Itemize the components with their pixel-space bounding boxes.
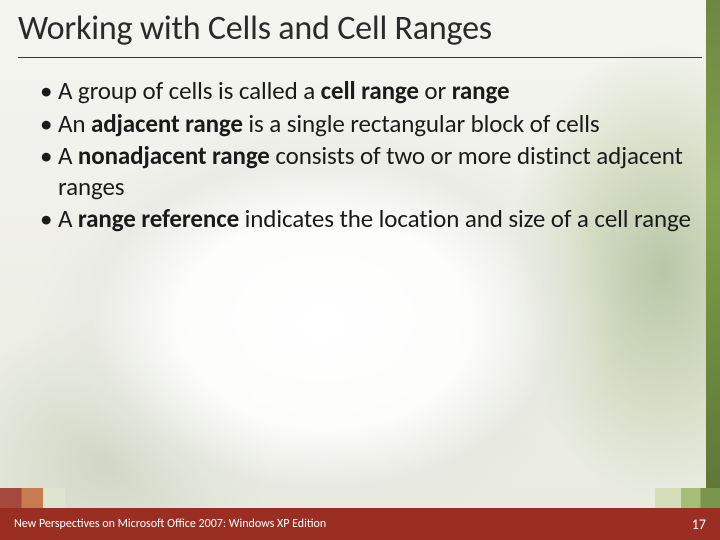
footer-text-left: New Perspectives on Microsoft Office 200…	[14, 517, 326, 531]
bullet-text-post: is a single rectangular block of cells	[243, 108, 600, 139]
list-item: A group of cells is called a cell range …	[40, 76, 692, 107]
body: A group of cells is called a cell range …	[0, 58, 720, 540]
footer-deco-left	[0, 488, 720, 508]
header: Working with Cells and Cell Ranges	[0, 0, 720, 49]
footer: New Perspectives on Microsoft Office 200…	[0, 508, 720, 540]
bullet-text-bold: cell range	[321, 75, 419, 106]
page-title: Working with Cells and Cell Ranges	[18, 8, 702, 49]
bullet-text-bold: adjacent range	[91, 108, 243, 139]
bullet-text-bold2: range	[452, 75, 510, 106]
slide-container: Working with Cells and Cell Ranges A gro…	[0, 0, 720, 540]
list-item: An adjacent range is a single rectangula…	[40, 109, 692, 140]
bullet-text-pre: An	[58, 108, 91, 139]
bullet-list: A group of cells is called a cell range …	[40, 76, 692, 235]
bullet-text-bold: nonadjacent range	[78, 140, 270, 171]
bullet-text-bold: range reference	[78, 203, 239, 234]
bullet-text-post: or	[419, 75, 452, 106]
footer-deco-right	[655, 488, 720, 508]
bullet-text-pre: A group of cells is called a	[58, 75, 321, 106]
list-item: A nonadjacent range consists of two or m…	[40, 141, 692, 202]
page-number: 17	[692, 516, 706, 533]
bullet-text-post: indicates the location and size of a cel…	[239, 203, 691, 234]
bullet-text-pre: A	[58, 140, 78, 171]
list-item: A range reference indicates the location…	[40, 204, 692, 235]
bullet-text-pre: A	[58, 203, 78, 234]
